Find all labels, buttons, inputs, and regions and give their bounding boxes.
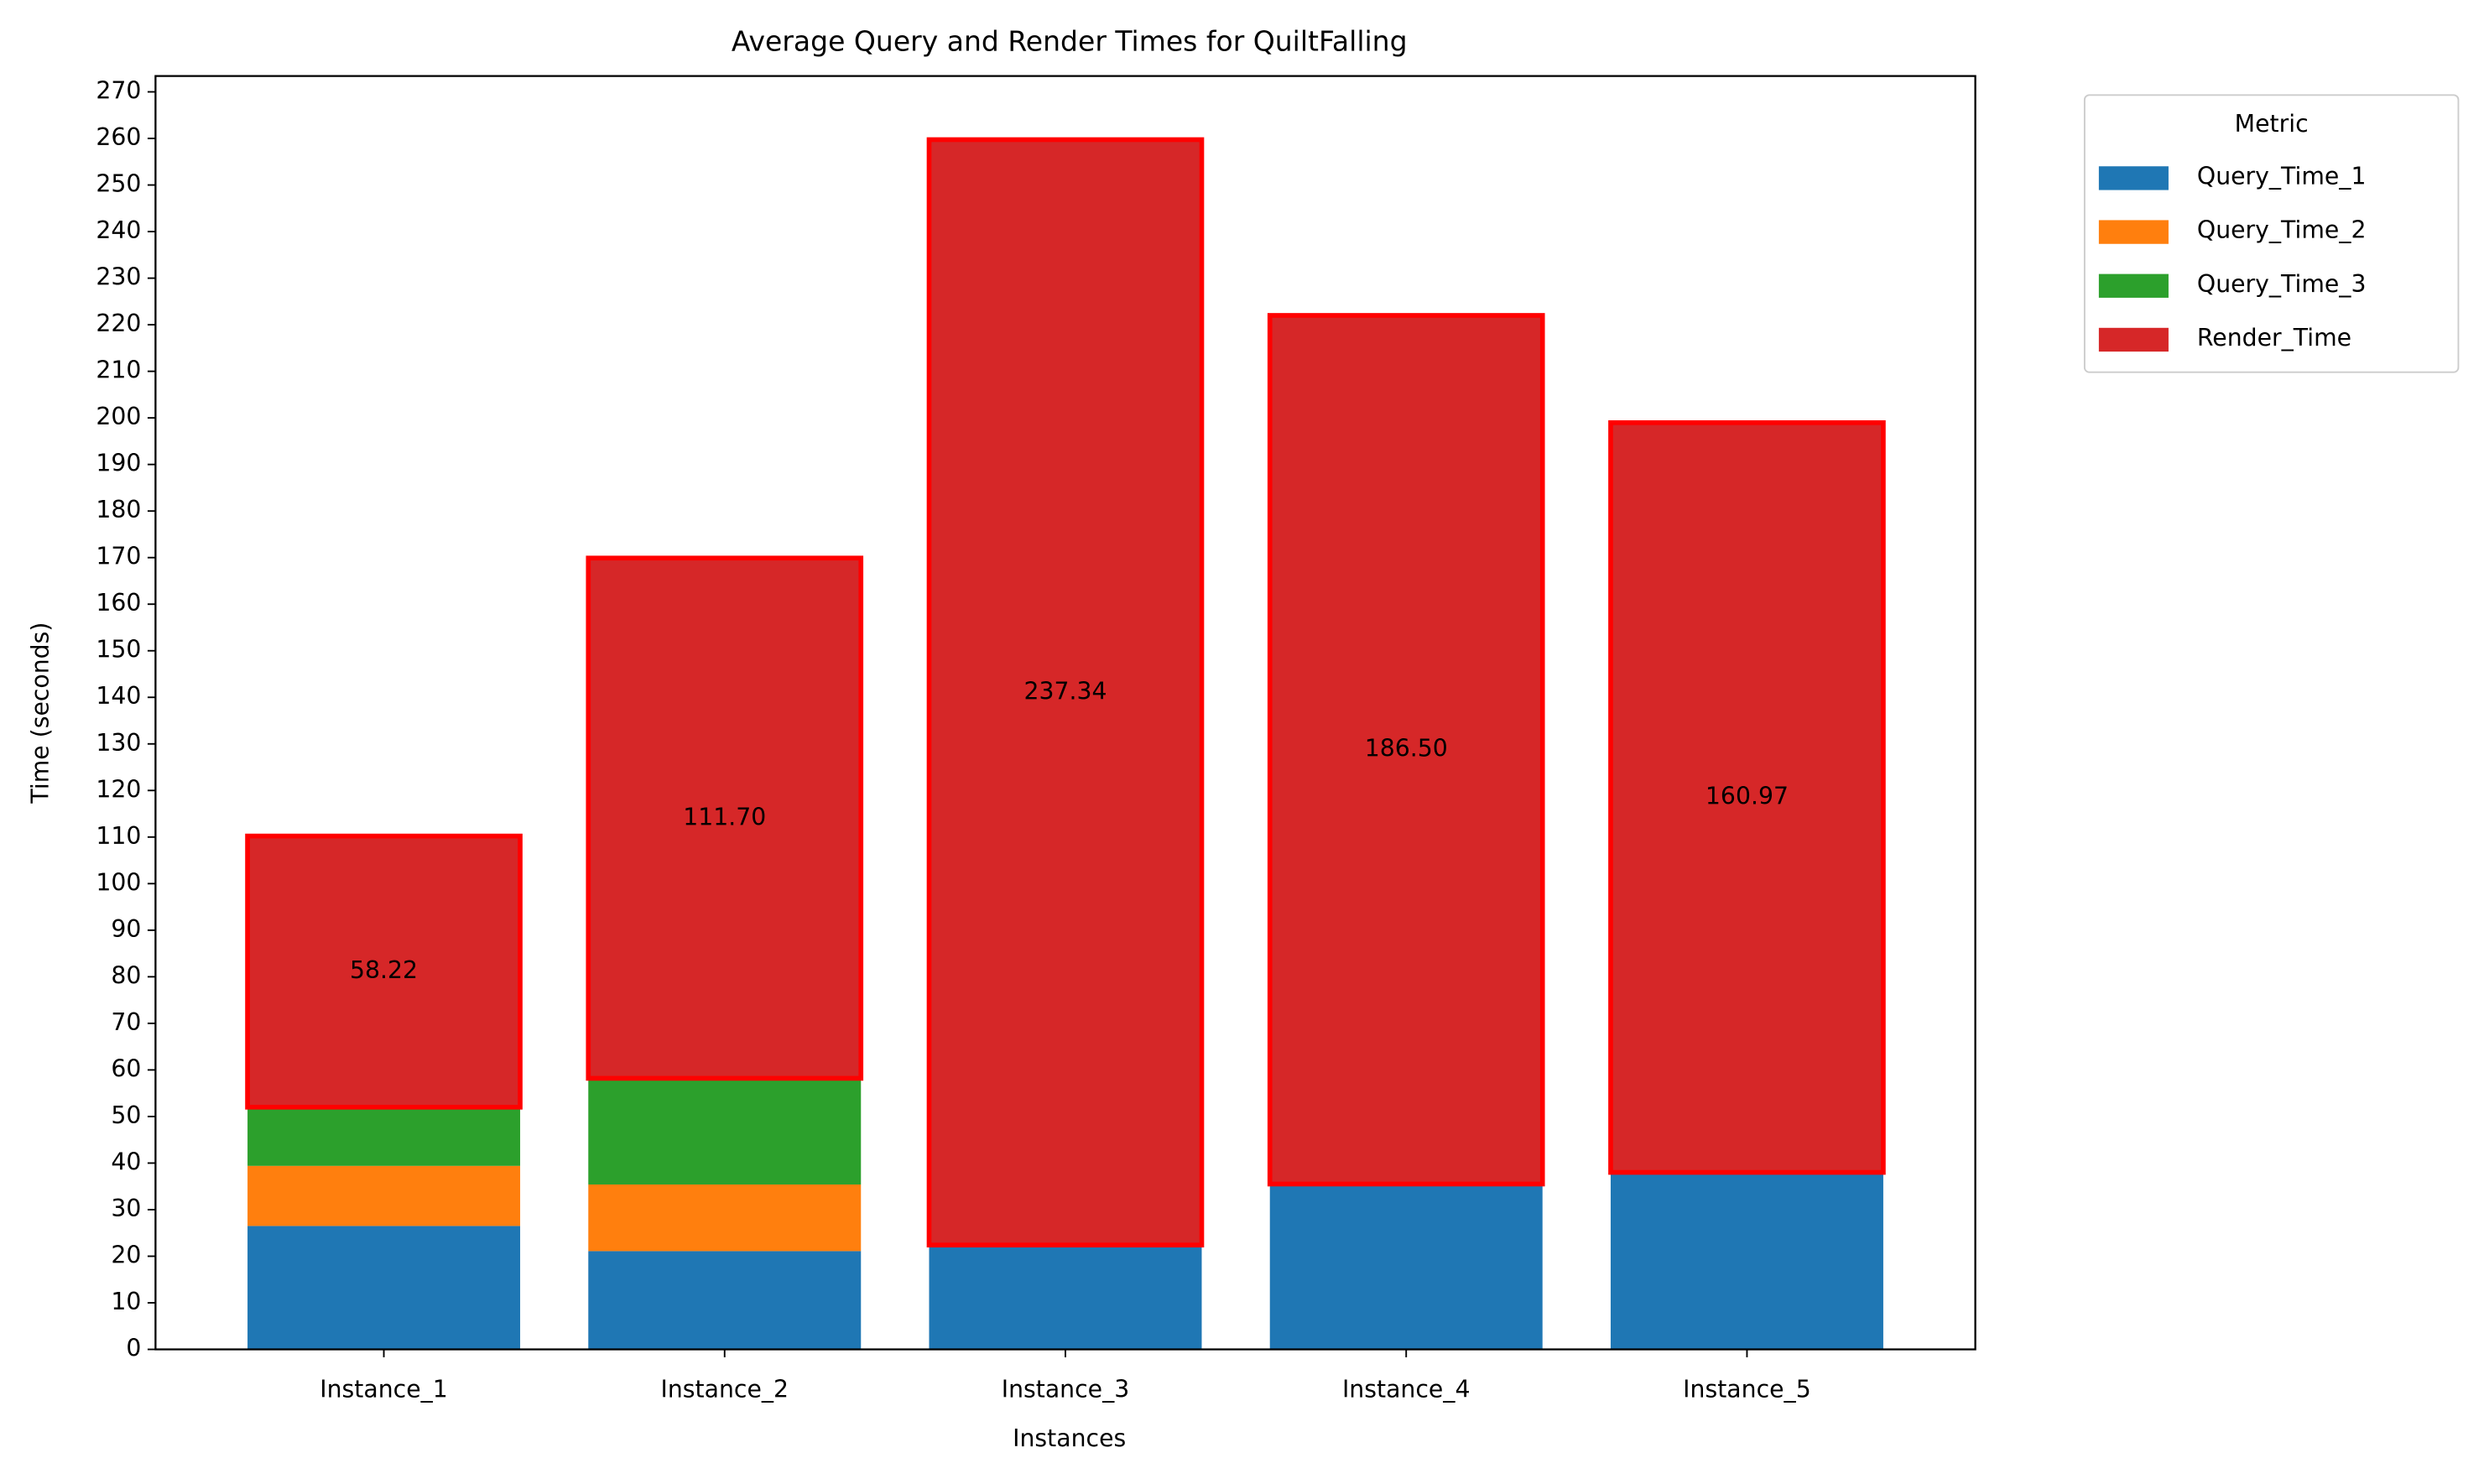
chart-title: Average Query and Render Times for Quilt…: [732, 24, 1408, 57]
data-label: 186.50: [1365, 735, 1448, 763]
y-tick-label: 150: [96, 636, 141, 664]
bar-segment: [247, 1106, 521, 1166]
y-tick-label: 160: [96, 589, 141, 617]
y-tick-label: 40: [111, 1148, 141, 1175]
y-tick-label: 20: [111, 1241, 141, 1268]
x-tick-label: Instance_5: [1683, 1376, 1811, 1403]
data-label: 111.70: [683, 803, 766, 831]
y-tick-label: 180: [96, 496, 141, 523]
y-tick-label: 270: [96, 76, 141, 104]
bar-segment: [247, 1226, 521, 1350]
y-axis-label: Time (seconds): [26, 622, 54, 804]
bar-segment: [1610, 1172, 1883, 1350]
bar-segment: [586, 555, 864, 1081]
bar-segment: [1608, 420, 1886, 1175]
data-label: 58.22: [350, 956, 418, 984]
bar-segment: [1269, 1184, 1543, 1350]
y-tick-label: 0: [126, 1335, 141, 1362]
legend-swatch: [2098, 327, 2169, 352]
legend-box: [2083, 94, 2460, 373]
legend-swatch: [2098, 273, 2169, 298]
bar-segment: [247, 1165, 521, 1226]
legend-label: Query_Time_1: [2197, 162, 2367, 190]
y-tick-label: 120: [96, 775, 141, 803]
y-tick-label: 50: [111, 1101, 141, 1129]
legend-title: Metric: [2235, 110, 2309, 138]
bar-segment: [929, 1245, 1202, 1350]
y-tick-label: 30: [111, 1195, 141, 1222]
legend-swatch: [2098, 220, 2169, 244]
y-tick-label: 80: [111, 961, 141, 989]
y-tick-label: 10: [111, 1288, 141, 1315]
data-label: 237.34: [1023, 677, 1107, 705]
legend-swatch: [2098, 166, 2169, 190]
y-tick-label: 260: [96, 123, 141, 151]
bar-segment: [1267, 313, 1545, 1187]
legend-label: Render_Time: [2197, 324, 2351, 351]
y-tick-label: 250: [96, 170, 141, 198]
bar-segment: [926, 137, 1205, 1247]
y-tick-label: 190: [96, 450, 141, 477]
y-tick-label: 60: [111, 1054, 141, 1082]
legend: Metric Query_Time_1 Query_Time_2 Query_Tim…: [2083, 94, 2460, 373]
legend-label: Query_Time_2: [2197, 216, 2367, 244]
bar-segment: [588, 1184, 862, 1252]
y-tick-label: 170: [96, 543, 141, 570]
x-tick-label: Instance_1: [320, 1376, 448, 1403]
y-tick-label: 100: [96, 868, 141, 896]
y-tick-label: 140: [96, 682, 141, 710]
y-tick-label: 230: [96, 263, 141, 291]
bar-segment: [245, 833, 523, 1110]
y-tick-label: 200: [96, 403, 141, 430]
y-tick-label: 240: [96, 216, 141, 244]
y-tick-label: 130: [96, 729, 141, 757]
legend-label: Query_Time_3: [2197, 270, 2367, 298]
y-tick-label: 90: [111, 915, 141, 943]
bar-segment: [588, 1078, 862, 1185]
x-axis-label: Instances: [1013, 1424, 1126, 1452]
x-tick-label: Instance_4: [1342, 1376, 1471, 1403]
x-tick-label: Instance_3: [1002, 1376, 1130, 1403]
y-tick-label: 220: [96, 310, 141, 337]
data-label: 160.97: [1705, 783, 1789, 810]
bar-segment: [588, 1251, 862, 1350]
y-tick-label: 110: [96, 822, 141, 850]
y-tick-label: 70: [111, 1008, 141, 1036]
y-tick-label: 210: [96, 357, 141, 384]
plot-area: 58.22 111.70 237.34 186.50 160.97: [245, 137, 1886, 1350]
x-tick-label: Instance_2: [661, 1376, 789, 1403]
